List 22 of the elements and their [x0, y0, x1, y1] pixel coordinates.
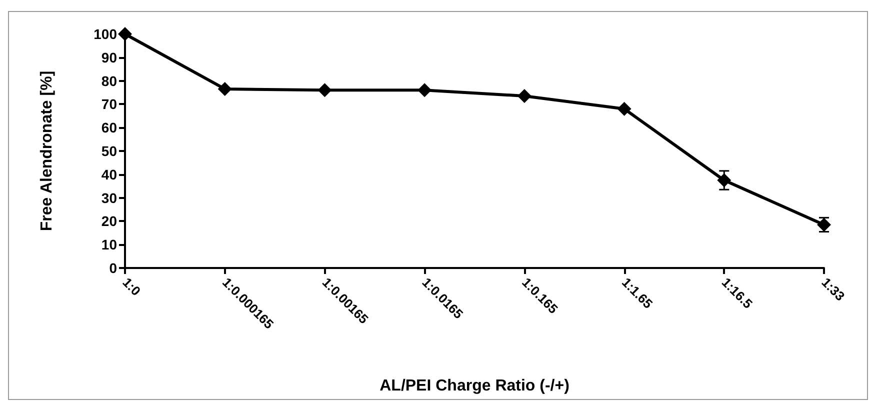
y-tick-label: 30: [101, 190, 118, 206]
y-axis-title: Free Alendronate [%]: [38, 70, 56, 232]
point: [418, 83, 432, 98]
y-tick-label: 100: [94, 26, 118, 42]
y-tick-label: 40: [101, 166, 118, 182]
y-tick-label: 20: [101, 213, 118, 230]
point: [218, 82, 232, 96]
point: [717, 173, 732, 188]
y-tick-label: 60: [101, 120, 118, 136]
y-tick-label: 0: [109, 260, 118, 276]
y-tick-label: 80: [101, 72, 118, 89]
y-tick-label: 70: [101, 96, 118, 112]
x-tick-label: 1:33: [818, 274, 848, 304]
x-axis-title: AL/PEI Charge Ratio (-/+): [380, 378, 570, 394]
point: [118, 27, 132, 41]
x-tick-label: 1:0: [120, 274, 144, 299]
point: [617, 102, 632, 116]
point: [517, 89, 532, 104]
y-tick-label: 90: [101, 49, 118, 66]
point: [318, 83, 332, 98]
y-tick-label: 50: [101, 143, 118, 159]
y-tick-label: 10: [101, 236, 118, 253]
